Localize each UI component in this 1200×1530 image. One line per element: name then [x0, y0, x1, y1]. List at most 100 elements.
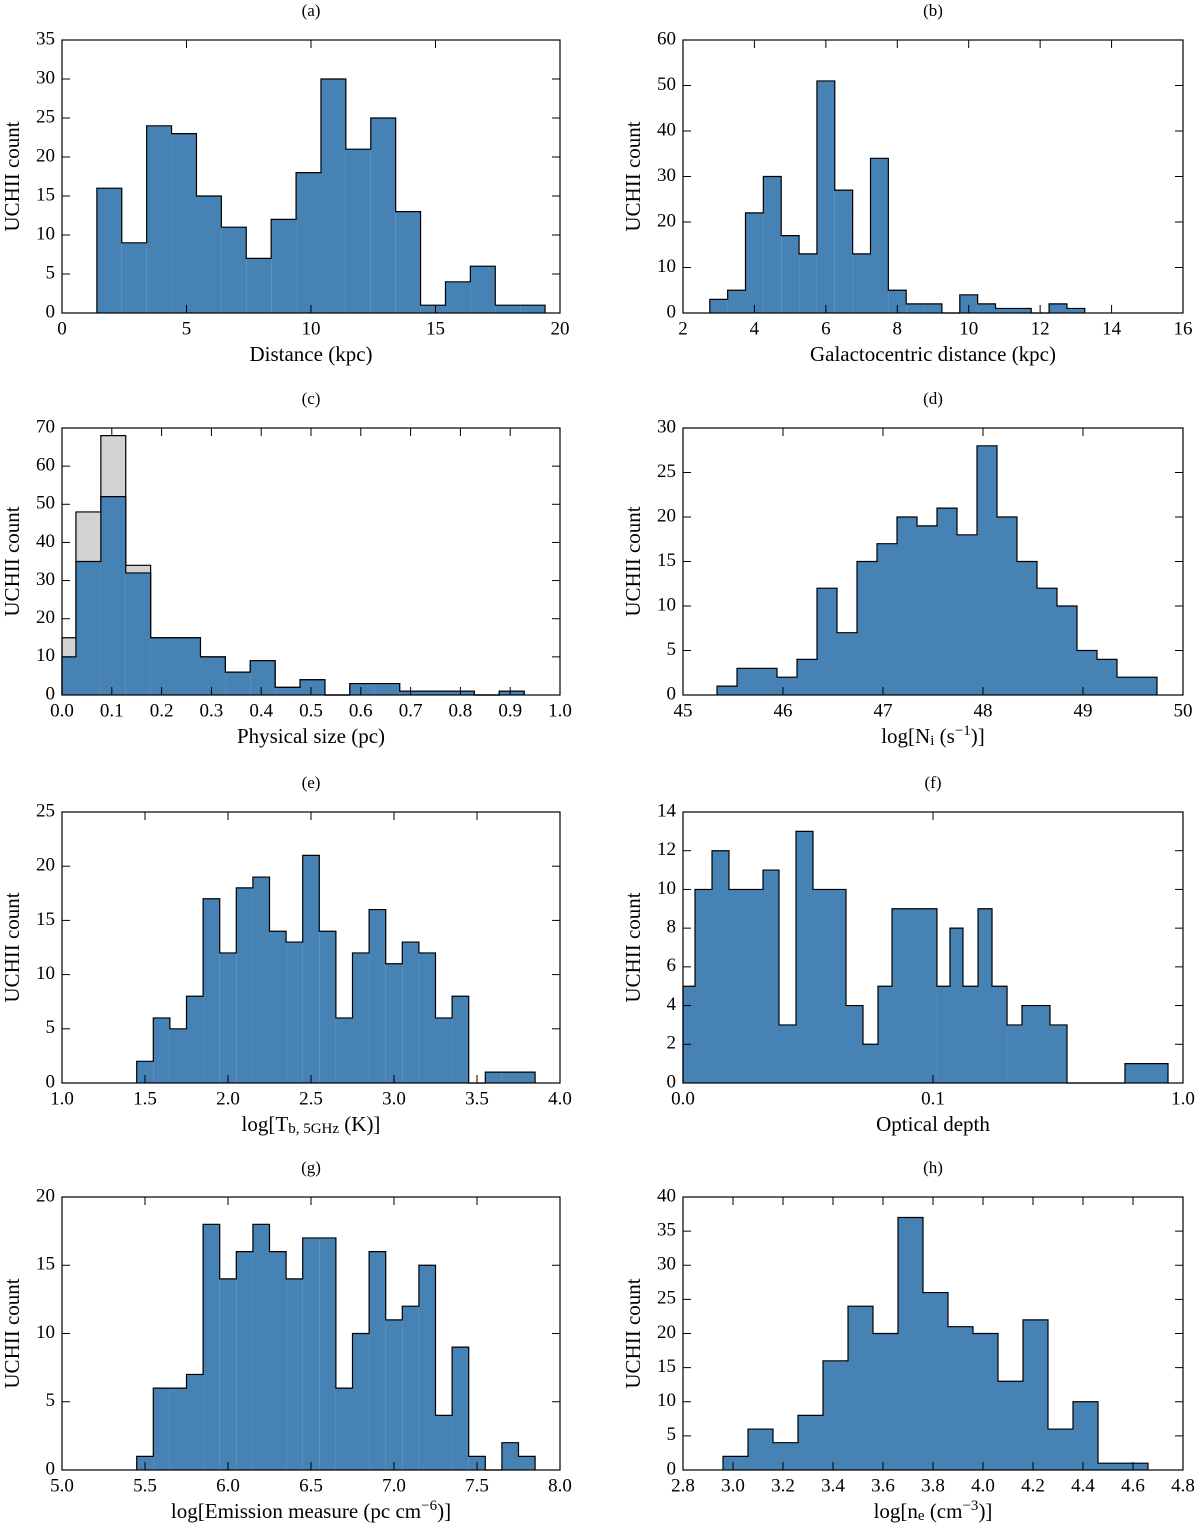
x-tick-label: 0.1: [921, 1088, 945, 1109]
histogram-outline: [61, 496, 525, 696]
y-tick-label: 40: [657, 119, 676, 140]
panel-title: (f): [925, 773, 942, 792]
histogram-bar: [852, 253, 871, 313]
histogram-bar: [1073, 1401, 1098, 1470]
histogram-bar: [369, 1251, 386, 1470]
histogram-bar: [452, 1347, 469, 1470]
histogram-bar: [169, 1388, 187, 1470]
y-tick-label: 20: [657, 1322, 676, 1343]
histogram-bar: [146, 125, 172, 313]
histogram-bar: [898, 1217, 923, 1470]
histogram-bar: [1037, 588, 1057, 695]
x-tick-label: 0.3: [200, 700, 224, 721]
y-tick-label: 20: [36, 855, 55, 876]
plot-area: [61, 435, 525, 696]
y-tick-label: 25: [36, 106, 55, 127]
histogram-bar: [518, 1456, 536, 1470]
x-tick-label: 3.0: [721, 1475, 745, 1496]
y-tick-label: 5: [667, 639, 677, 660]
y-tick-label: 10: [657, 594, 676, 615]
histogram-bar: [878, 986, 892, 1083]
x-tick-label: 45: [674, 700, 693, 721]
histogram-bar: [1048, 1429, 1073, 1470]
histogram-bar: [435, 1017, 453, 1083]
plot-area: [709, 80, 1086, 314]
histogram-bar: [1098, 1463, 1123, 1470]
y-tick-label: 20: [657, 505, 676, 526]
plot-area: [136, 854, 536, 1084]
histogram-bar: [402, 942, 419, 1083]
y-tick-label: 8: [667, 917, 677, 938]
histogram-bar: [246, 258, 272, 313]
histogram-bar: [977, 303, 996, 313]
x-axis-label: Galactocentric distance (kpc): [810, 342, 1056, 366]
histogram-bar: [937, 508, 957, 695]
histogram-bar: [712, 850, 729, 1083]
x-tick-label: 2.5: [299, 1088, 323, 1109]
histogram-bar: [385, 1319, 403, 1470]
histogram-bar: [395, 211, 421, 313]
histogram-bar: [837, 632, 857, 695]
histogram-outline: [716, 445, 1158, 695]
y-axis-label: UCHII count: [0, 121, 24, 231]
y-tick-label: 15: [657, 1356, 676, 1377]
histogram-bar: [992, 986, 1008, 1083]
histogram-bar: [271, 219, 297, 313]
histogram-bar: [779, 1024, 796, 1083]
x-tick-label: 2.0: [216, 1088, 240, 1109]
x-tick-label: 3.2: [771, 1475, 795, 1496]
histogram-bar: [335, 1388, 353, 1470]
plot-area: [682, 830, 1169, 1084]
histogram-bar: [957, 534, 977, 695]
x-tick-label: 5.0: [50, 1475, 74, 1496]
histogram-bar: [424, 691, 450, 695]
histogram-bar: [286, 1278, 303, 1470]
histogram-bar: [877, 543, 897, 695]
histogram-bar: [452, 996, 469, 1083]
histogram-bar: [501, 1072, 519, 1083]
histogram-bar: [370, 118, 396, 313]
x-tick-label: 1.0: [50, 1088, 74, 1109]
plot-area: [136, 1223, 536, 1471]
histogram-bar: [997, 517, 1017, 695]
x-tick-label: 0.4: [249, 700, 273, 721]
histogram-bar: [175, 637, 201, 695]
histogram-bar: [709, 299, 728, 313]
y-tick-label: 4: [667, 994, 677, 1015]
x-tick-label: 3.0: [382, 1088, 406, 1109]
histogram-bar: [846, 1005, 863, 1083]
histogram-bar: [816, 80, 835, 313]
histogram-bar: [897, 517, 917, 695]
y-tick-label: 30: [657, 416, 676, 437]
x-tick-label: 4: [750, 318, 760, 339]
x-tick-label: 6: [821, 318, 831, 339]
x-axis-label: log[ne (cm−3)]: [874, 1498, 993, 1525]
y-tick-label: 2: [667, 1033, 677, 1054]
y-tick-label: 10: [36, 223, 55, 244]
y-tick-label: 10: [657, 878, 676, 899]
histogram-bar: [817, 588, 837, 695]
histogram-bar: [153, 1017, 170, 1083]
histogram-bar: [777, 677, 797, 695]
histogram-bar: [252, 1224, 270, 1470]
histogram-bar: [335, 1017, 353, 1083]
histogram-bar: [848, 1306, 873, 1470]
y-tick-label: 40: [36, 531, 55, 552]
histogram-bar: [269, 931, 287, 1083]
histogram-bar: [286, 942, 303, 1083]
histogram-bar: [781, 235, 800, 313]
histogram-bar: [418, 1265, 436, 1470]
histogram-bar: [402, 1306, 419, 1470]
y-axis-label: UCHII count: [621, 1278, 645, 1388]
x-tick-label: 15: [426, 318, 445, 339]
histogram-bar: [399, 691, 425, 695]
x-tick-label: 6.5: [299, 1475, 323, 1496]
y-tick-label: 5: [46, 1390, 56, 1411]
histogram-bar: [799, 253, 817, 313]
x-tick-label: 50: [1174, 700, 1193, 721]
histogram-bar: [1117, 677, 1137, 695]
histogram-bar: [485, 1072, 502, 1083]
histogram-bar: [96, 188, 122, 313]
x-tick-label: 0: [57, 318, 67, 339]
histogram-bar: [302, 855, 320, 1083]
